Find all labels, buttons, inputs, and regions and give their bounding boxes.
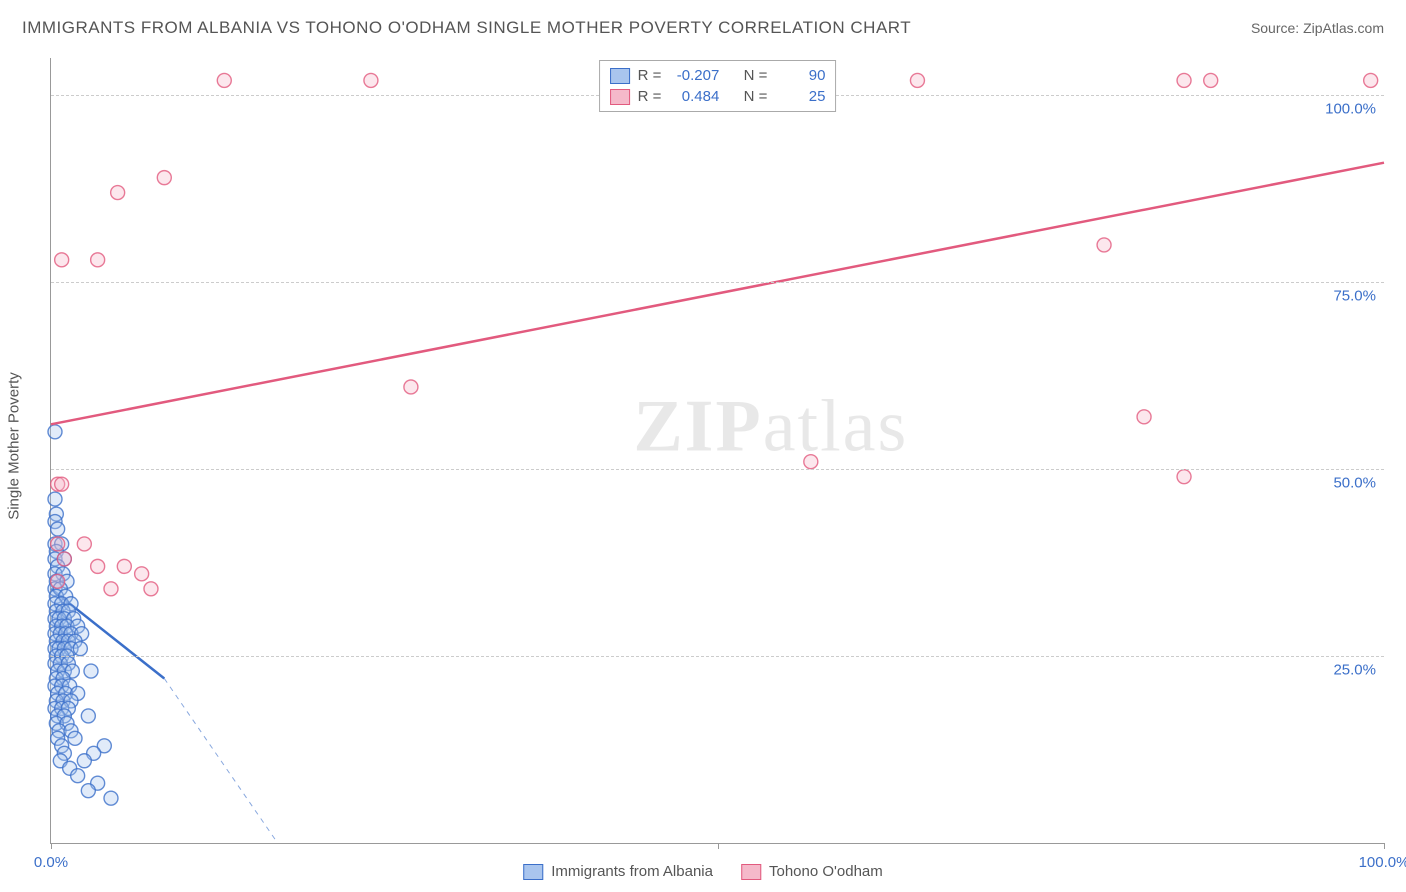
ytick-label: 50.0% — [1333, 475, 1376, 492]
gridline — [51, 469, 1384, 470]
xtick-mark — [51, 843, 52, 849]
legend-label-albania: Immigrants from Albania — [551, 863, 713, 880]
legend-item-tohono: Tohono O'odham — [741, 863, 883, 880]
xtick-mark — [1384, 843, 1385, 849]
swatch-albania — [610, 68, 630, 84]
ytick-label: 100.0% — [1325, 101, 1376, 118]
legend-label-tohono: Tohono O'odham — [769, 863, 883, 880]
gridline — [51, 656, 1384, 657]
ytick-label: 75.0% — [1333, 288, 1376, 305]
swatch-tohono — [610, 89, 630, 105]
source-label: Source: ZipAtlas.com — [1251, 20, 1384, 36]
chart-title: IMMIGRANTS FROM ALBANIA VS TOHONO O'ODHA… — [22, 18, 911, 38]
legend-row-albania: R = -0.207 N = 90 — [610, 65, 826, 86]
legend-correlation: R = -0.207 N = 90 R = 0.484 N = 25 — [599, 60, 837, 112]
chart-area: ZIPatlas R = -0.207 N = 90 R = 0.484 N =… — [50, 58, 1384, 844]
y-axis-label: Single Mother Poverty — [6, 372, 23, 520]
legend-series: Immigrants from Albania Tohono O'odham — [515, 863, 891, 880]
legend-item-albania: Immigrants from Albania — [523, 863, 713, 880]
scatter-plot — [51, 58, 1384, 843]
xtick-label: 100.0% — [1359, 854, 1406, 871]
swatch-albania-icon — [523, 864, 543, 880]
gridline — [51, 282, 1384, 283]
ytick-label: 25.0% — [1333, 662, 1376, 679]
xtick-label: 0.0% — [34, 854, 68, 871]
legend-row-tohono: R = 0.484 N = 25 — [610, 86, 826, 107]
xtick-mark — [718, 843, 719, 849]
swatch-tohono-icon — [741, 864, 761, 880]
